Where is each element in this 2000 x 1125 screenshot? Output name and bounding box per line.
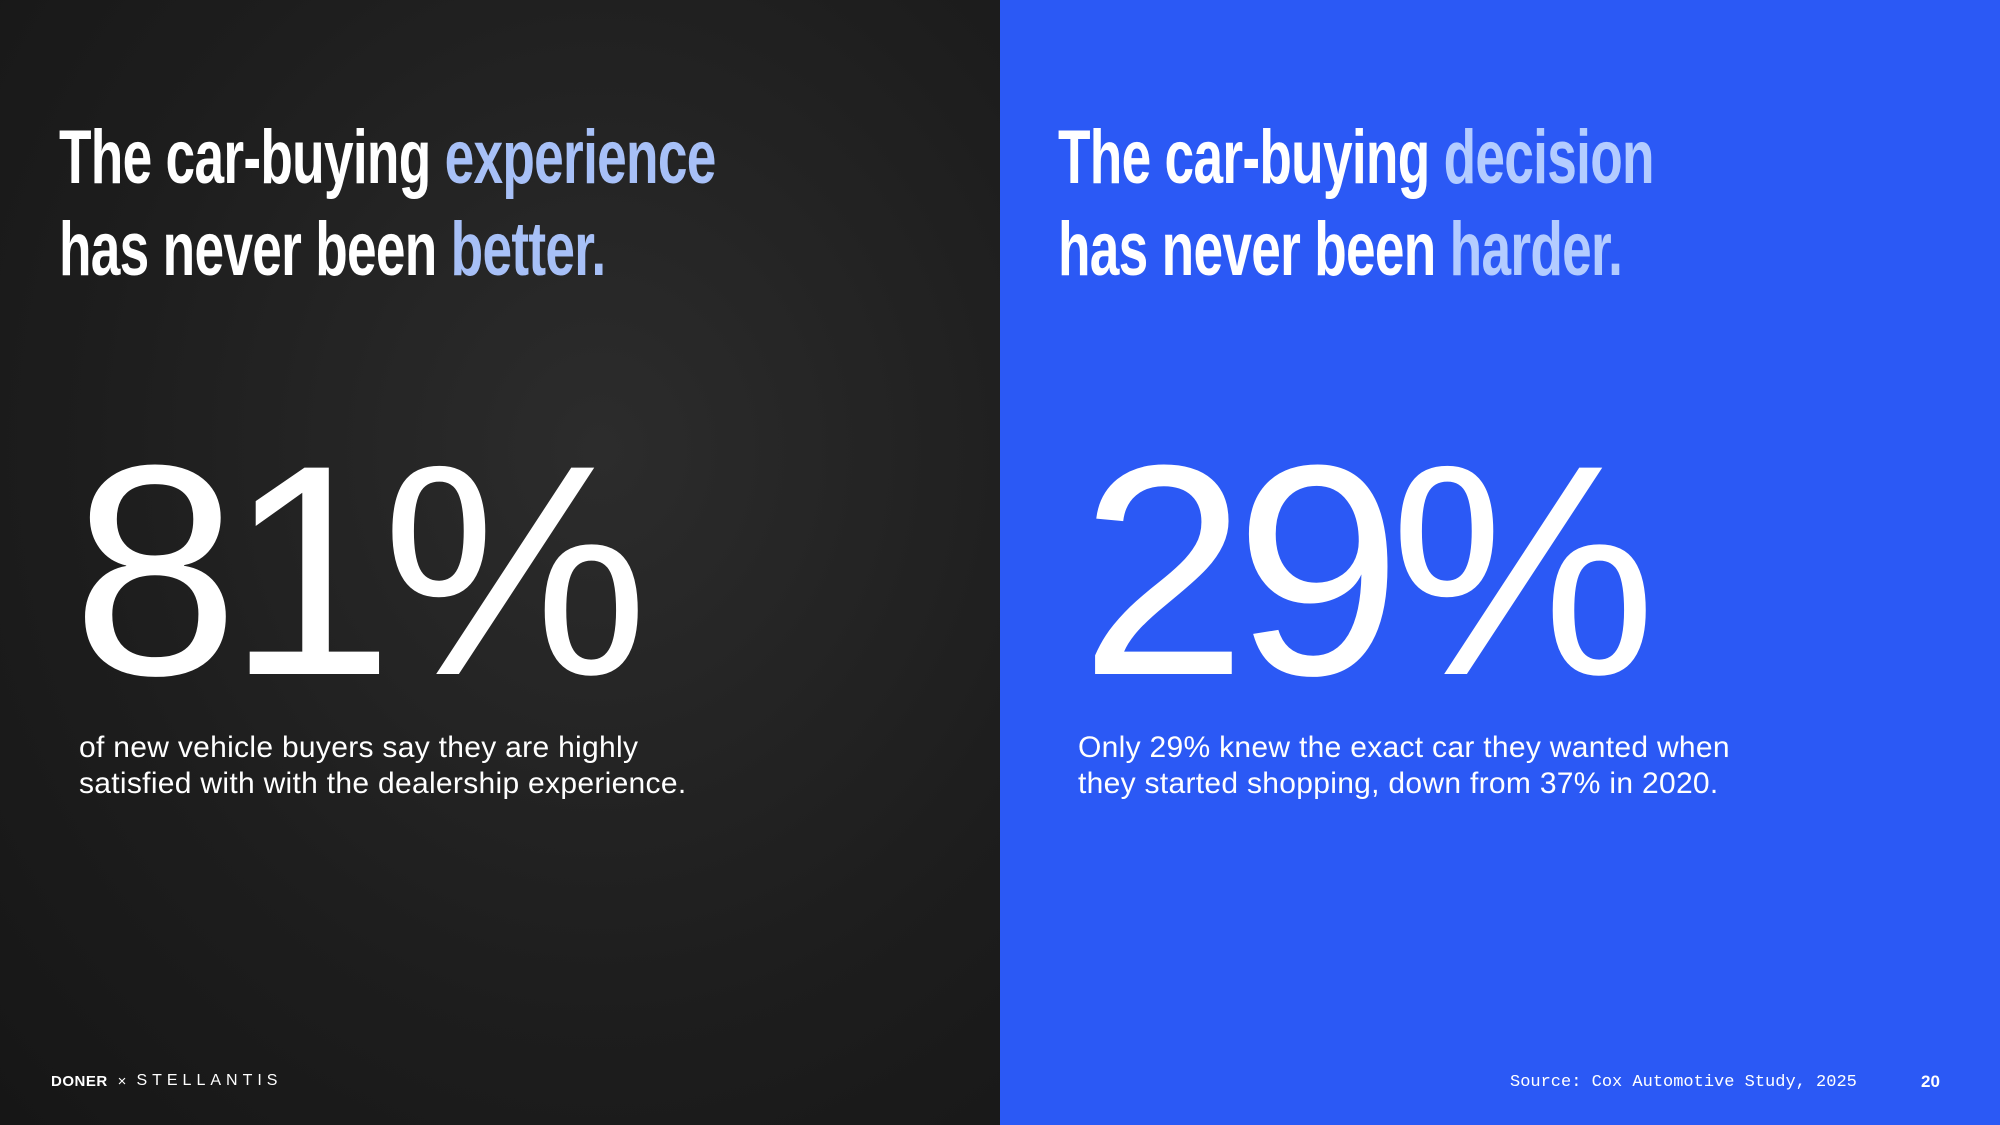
headline: The car-buying experience has never been… [59,112,716,296]
logo-separator: × [117,1072,127,1090]
description-line: Only 29% knew the exact car they wanted … [1078,731,1730,764]
headline-highlight: better. [450,207,606,292]
headline-highlight: harder. [1449,207,1623,292]
stat: 81% [72,402,648,738]
description-line: they started shopping, down from 37% in … [1078,767,1719,800]
description-line: satisfied with with the dealership exper… [79,767,687,800]
left-panel: The car-buying experience has never been… [0,0,1000,1125]
headline: The car-buying decision has never been h… [1058,112,1655,296]
description: of new vehicle buyers say they are highl… [79,730,686,802]
page-number: 20 [1921,1072,1940,1091]
logo-brand: DONER [51,1072,108,1090]
headline-line: The car-buying experience [59,112,716,204]
right-panel: The car-buying decision has never been h… [1000,0,2000,1125]
headline-line: has never been better. [59,204,716,296]
headline-highlight: experience [444,115,717,200]
logo-partner: STELLANTIS [136,1072,283,1089]
headline-highlight: decision [1443,115,1655,200]
headline-line: has never been harder. [1058,204,1654,296]
headline-line: The car-buying decision [1058,112,1655,204]
description-line: of new vehicle buyers say they are highl… [79,731,639,764]
stat: 29% [1080,402,1656,738]
source: Source: Cox Automotive Study, 2025 [1510,1073,1857,1092]
headline-text: has never been [1058,207,1436,292]
headline-text: The car-buying [59,115,431,200]
headline-text: has never been [59,207,437,292]
headline-text: The car-buying [1058,115,1430,200]
logo: DONER × STELLANTIS [51,1072,282,1090]
description: Only 29% knew the exact car they wanted … [1078,730,1730,802]
